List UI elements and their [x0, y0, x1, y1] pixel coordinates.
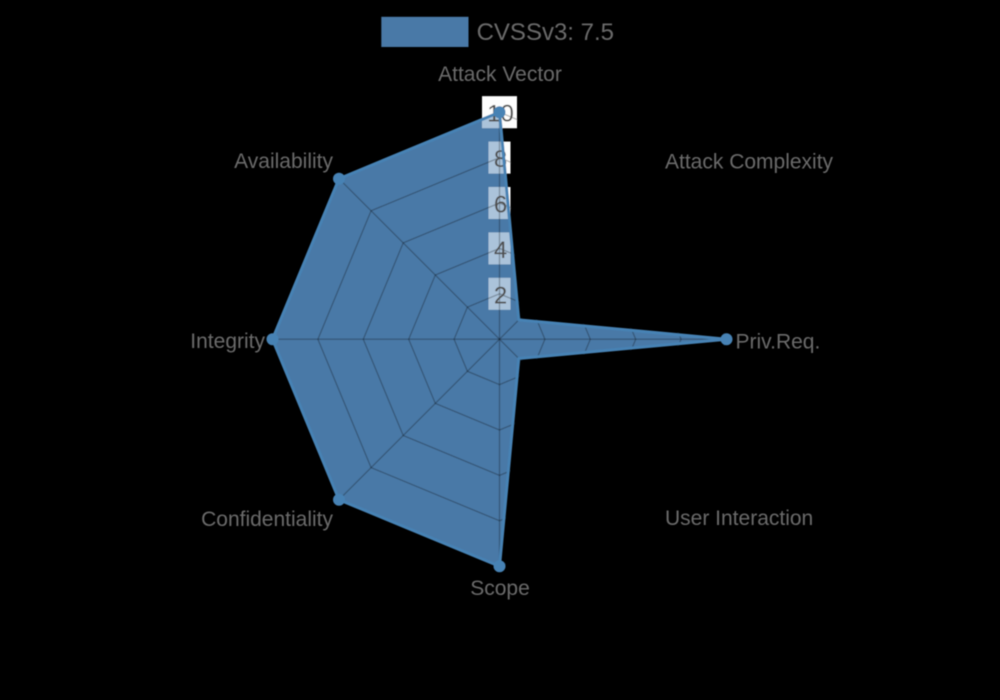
svg-text:Priv.Req.: Priv.Req.: [736, 331, 821, 354]
svg-text:4: 4: [494, 237, 507, 264]
svg-text:CVSSv3: 7.5: CVSSv3: 7.5: [477, 19, 614, 46]
svg-text:Integrity: Integrity: [190, 330, 265, 353]
svg-text:Attack Complexity: Attack Complexity: [665, 151, 834, 174]
svg-text:User Interaction: User Interaction: [665, 507, 813, 530]
svg-text:Confidentiality: Confidentiality: [201, 508, 333, 531]
svg-text:Scope: Scope: [470, 577, 530, 600]
svg-text:Attack Vector: Attack Vector: [438, 63, 562, 86]
svg-text:6: 6: [494, 192, 507, 219]
svg-text:2: 2: [494, 282, 507, 309]
svg-text:Availability: Availability: [234, 150, 333, 173]
